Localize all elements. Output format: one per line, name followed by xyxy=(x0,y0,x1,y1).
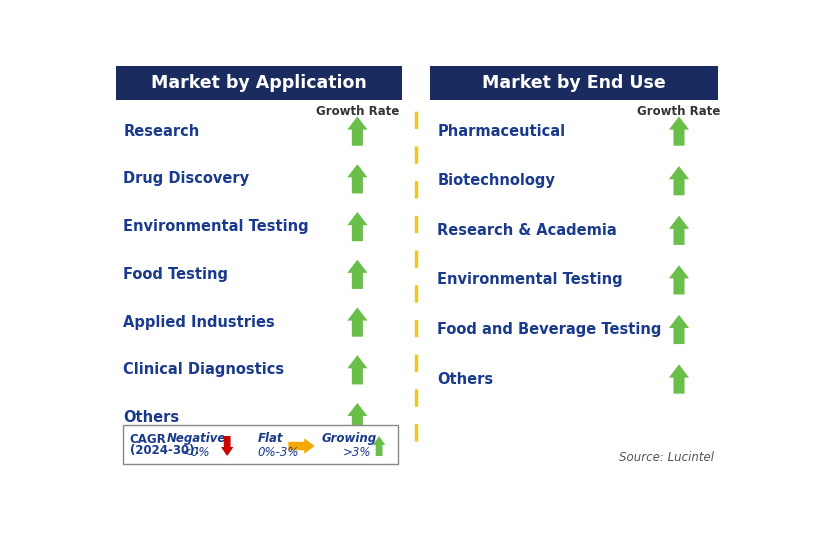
Text: Research: Research xyxy=(124,124,199,138)
Text: Drug Discovery: Drug Discovery xyxy=(124,171,250,187)
Polygon shape xyxy=(347,117,367,146)
Polygon shape xyxy=(669,166,689,195)
Text: Biotechnology: Biotechnology xyxy=(437,173,555,188)
Text: Market by End Use: Market by End Use xyxy=(482,74,666,91)
Text: Growing: Growing xyxy=(322,432,377,445)
Text: 0%-3%: 0%-3% xyxy=(258,446,299,459)
Text: <0%: <0% xyxy=(182,446,211,459)
Polygon shape xyxy=(347,164,367,194)
Text: Negative: Negative xyxy=(167,432,226,445)
Polygon shape xyxy=(669,216,689,245)
Text: Food and Beverage Testing: Food and Beverage Testing xyxy=(437,322,662,337)
Text: Growth Rate: Growth Rate xyxy=(637,104,720,118)
Polygon shape xyxy=(347,355,367,385)
FancyBboxPatch shape xyxy=(124,425,398,464)
Text: (2024-30):: (2024-30): xyxy=(129,444,199,457)
Polygon shape xyxy=(669,117,689,146)
Polygon shape xyxy=(347,260,367,289)
Polygon shape xyxy=(221,436,233,456)
Text: Environmental Testing: Environmental Testing xyxy=(124,219,309,234)
Text: Market by Application: Market by Application xyxy=(151,74,367,91)
Text: Flat: Flat xyxy=(258,432,283,445)
Polygon shape xyxy=(669,265,689,294)
Text: Research & Academia: Research & Academia xyxy=(437,223,617,238)
Polygon shape xyxy=(373,436,385,456)
Text: Applied Industries: Applied Industries xyxy=(124,315,275,329)
Polygon shape xyxy=(669,364,689,394)
Polygon shape xyxy=(347,307,367,337)
Text: Food Testing: Food Testing xyxy=(124,267,228,282)
Text: Environmental Testing: Environmental Testing xyxy=(437,272,623,287)
FancyBboxPatch shape xyxy=(115,66,402,100)
Polygon shape xyxy=(347,212,367,241)
Text: Others: Others xyxy=(437,371,493,387)
FancyBboxPatch shape xyxy=(430,66,718,100)
Polygon shape xyxy=(669,315,689,344)
Text: Others: Others xyxy=(124,410,180,425)
Text: Growth Rate: Growth Rate xyxy=(315,104,399,118)
Text: Pharmaceutical: Pharmaceutical xyxy=(437,124,565,138)
Polygon shape xyxy=(289,438,315,453)
Polygon shape xyxy=(347,403,367,432)
Text: Clinical Diagnostics: Clinical Diagnostics xyxy=(124,362,285,377)
Text: >3%: >3% xyxy=(343,446,372,459)
Text: Source: Lucintel: Source: Lucintel xyxy=(619,451,714,464)
Text: CAGR: CAGR xyxy=(129,433,167,446)
